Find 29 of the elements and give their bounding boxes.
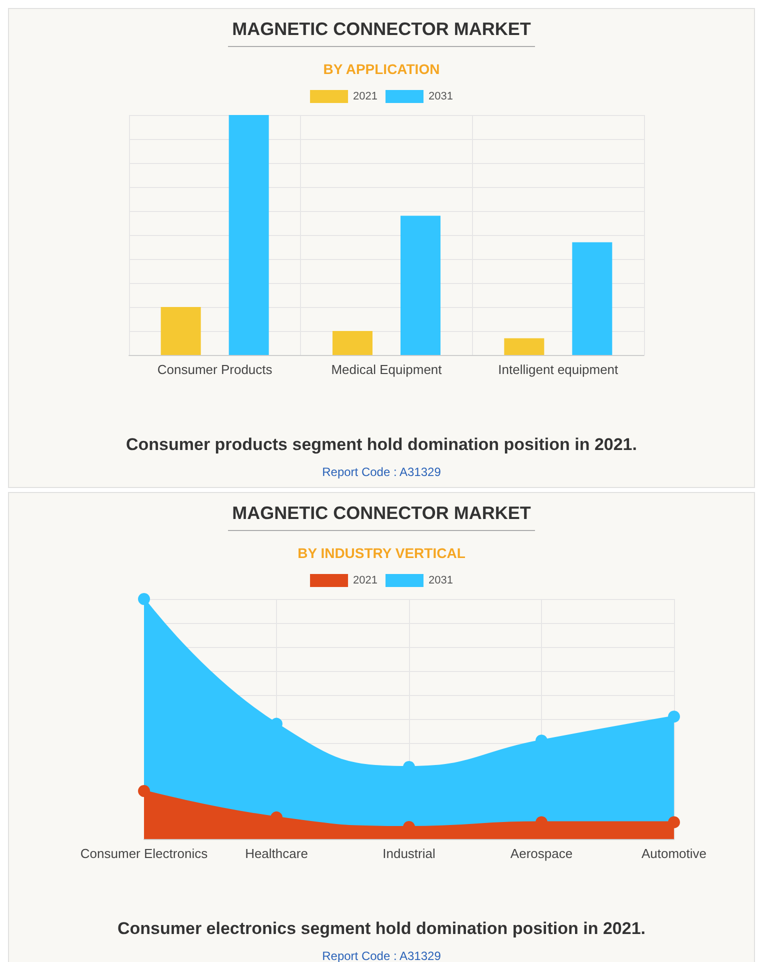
chart-title: MAGNETIC CONNECTOR MARKET (228, 17, 535, 47)
text: Report Code : A31329 (321, 465, 442, 479)
x-tick-label: Consumer Electronics (80, 846, 208, 861)
chart-subtitle: BY INDUSTRY VERTICAL (296, 545, 466, 561)
point (668, 710, 680, 723)
x-tick-label: Automotive (641, 846, 707, 861)
point (138, 785, 150, 797)
legend-label: 2021 (353, 574, 378, 586)
point (668, 816, 680, 828)
x-tick-label: Industrial (382, 846, 436, 861)
bar (572, 242, 612, 355)
bar (400, 216, 440, 355)
chart-title: MAGNETIC CONNECTOR MARKET (228, 501, 535, 531)
text: Consumer products segment hold domination position in 2021. (125, 435, 638, 455)
bar (504, 338, 544, 355)
legend-label: 2031 (428, 90, 453, 102)
x-tick-label: Healthcare (245, 846, 308, 861)
bar (228, 115, 269, 355)
bar (332, 331, 372, 355)
legend-label: 2031 (428, 574, 453, 586)
x-tick-label: Consumer Products (157, 362, 273, 377)
text: Consumer electronics segment hold domination position in 2021. (116, 919, 647, 939)
x-tick-label: Intelligent equipment (498, 362, 619, 377)
x-tick-label: Aerospace (510, 846, 573, 861)
legend-label: 2021 (353, 90, 378, 102)
point (138, 593, 150, 605)
chart-subtitle: BY APPLICATION (322, 61, 441, 77)
x-tick-label: Medical Equipment (331, 362, 442, 377)
bar (160, 307, 201, 355)
